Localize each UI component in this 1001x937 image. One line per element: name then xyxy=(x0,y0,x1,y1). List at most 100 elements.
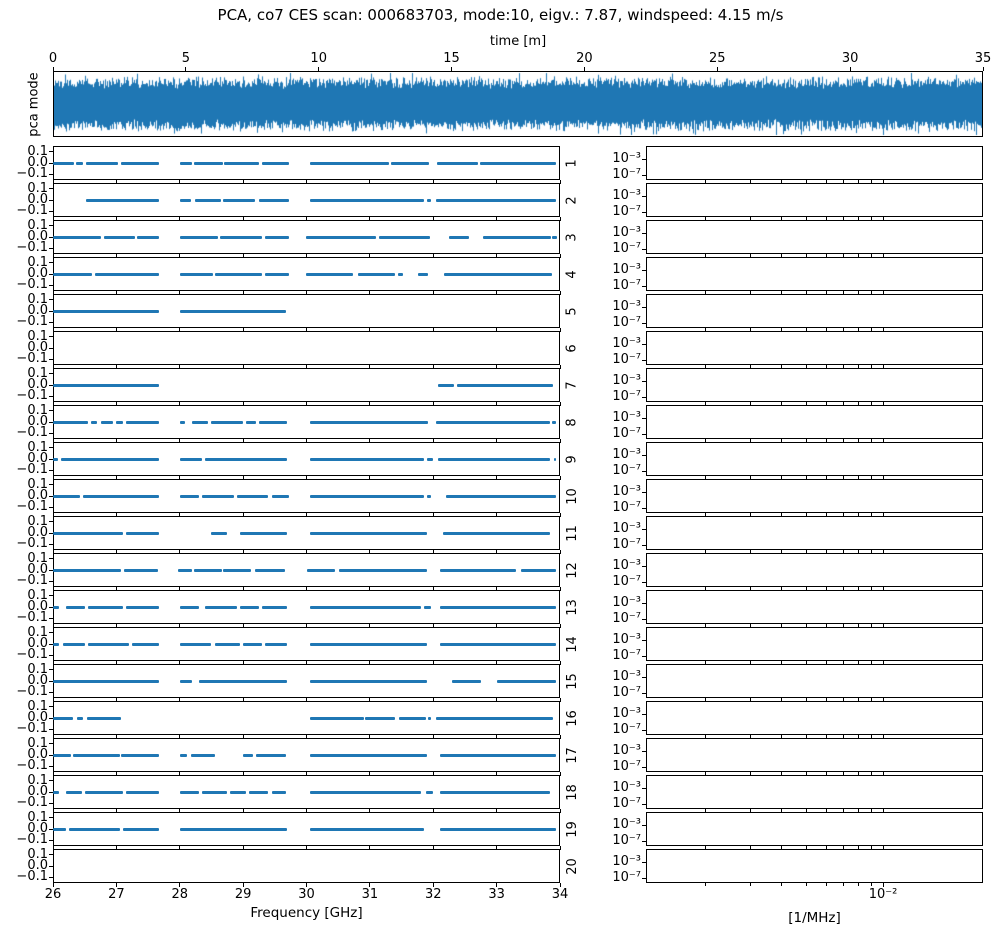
psd-xtick-minor xyxy=(704,254,706,257)
left-ytick xyxy=(49,754,53,756)
psd-ytick xyxy=(642,766,646,768)
mask-segment xyxy=(179,457,202,461)
pca-mode-noise-series xyxy=(54,72,982,136)
left-ytick-label: 0.1 xyxy=(27,291,48,307)
mask-segment xyxy=(552,235,557,239)
psd-xtick-minor xyxy=(870,846,872,849)
psd-xtick-minor xyxy=(857,550,859,553)
psd-xtick-minor xyxy=(870,439,872,442)
mask-segment xyxy=(198,679,288,683)
psd-panel xyxy=(646,405,983,439)
psd-xtick-minor xyxy=(826,513,828,516)
psd-panel xyxy=(646,294,983,328)
mask-segment xyxy=(305,235,377,239)
psd-xtick-minor xyxy=(843,809,845,812)
psd-ytick xyxy=(642,788,646,790)
psd-xtick-major xyxy=(882,846,884,850)
left-ytick-label: −0.1 xyxy=(16,610,48,626)
left-ytick-label: 0.0 xyxy=(27,673,48,688)
psd-xtick-minor xyxy=(704,735,706,738)
psd-xtick-minor xyxy=(704,513,706,516)
row-label: 3 xyxy=(561,220,583,254)
left-xtick xyxy=(115,735,117,739)
left-ytick xyxy=(49,358,53,360)
left-xtick xyxy=(179,587,181,591)
row-label-text: 9 xyxy=(564,454,580,464)
psd-xtick-major xyxy=(882,180,884,184)
psd-xtick-minor xyxy=(826,883,828,886)
mask-segment xyxy=(309,753,427,757)
psd-xtick-minor xyxy=(843,254,845,257)
left-xtick xyxy=(369,809,371,813)
mask-segment xyxy=(125,790,160,794)
mask-segment xyxy=(418,272,429,276)
mask-segment xyxy=(435,198,557,202)
mask-segment xyxy=(83,494,160,498)
mask-segment xyxy=(309,716,364,720)
left-ytick xyxy=(49,410,53,412)
psd-ytick-label: 10⁻⁷ xyxy=(612,314,641,330)
top-axis-tick-label: 0 xyxy=(48,51,58,66)
frequency-tick-label: 28 xyxy=(171,887,189,902)
mask-segment xyxy=(73,753,120,757)
mask-segment xyxy=(53,753,71,757)
mask-segment xyxy=(265,642,288,646)
psd-ytick-label: 10⁻⁷ xyxy=(612,240,641,256)
psd-xtick-minor xyxy=(781,698,783,701)
row-label-text: 2 xyxy=(564,195,580,205)
row-label-text: 11 xyxy=(564,524,580,542)
row-label-text: 19 xyxy=(564,820,580,838)
mask-segment xyxy=(87,642,130,646)
left-ytick-label: 0.1 xyxy=(27,328,48,344)
left-xtick xyxy=(52,328,54,332)
left-xtick xyxy=(432,365,434,369)
psd-xtick-minor xyxy=(704,365,706,368)
psd-ytick xyxy=(642,248,646,250)
mask-segment xyxy=(436,716,554,720)
row-label-text: 14 xyxy=(564,635,580,653)
psd-ytick xyxy=(642,862,646,864)
left-ytick xyxy=(49,706,53,708)
left-ytick-label: 0.0 xyxy=(27,821,48,836)
mask-segment xyxy=(179,827,288,831)
psd-panel xyxy=(646,590,983,624)
psd-xtick-minor xyxy=(781,365,783,368)
psd-xtick-minor xyxy=(704,809,706,812)
psd-xtick-minor xyxy=(749,365,751,368)
mask-segment xyxy=(53,161,74,165)
left-xtick xyxy=(179,772,181,776)
mask-segment xyxy=(65,790,82,794)
left-ytick xyxy=(49,199,53,201)
left-ytick-label: −0.1 xyxy=(16,536,48,552)
psd-xtick-minor xyxy=(843,180,845,183)
left-xtick xyxy=(432,402,434,406)
psd-ytick-label: 10⁻⁷ xyxy=(612,721,641,737)
frequency-panel xyxy=(53,331,560,365)
row-label: 5 xyxy=(561,294,583,328)
psd-xtick-minor xyxy=(704,180,706,183)
psd-xtick-minor xyxy=(857,513,859,516)
mask-segment xyxy=(258,198,289,202)
left-ytick xyxy=(49,691,53,693)
mask-segment xyxy=(179,494,199,498)
psd-panel xyxy=(646,442,983,476)
psd-xtick-minor xyxy=(749,402,751,405)
left-xtick xyxy=(306,772,307,776)
left-xtick xyxy=(496,254,498,258)
left-ytick-label: 0.1 xyxy=(27,735,48,751)
psd-xtick-major xyxy=(882,772,884,776)
psd-panel xyxy=(646,368,983,402)
row-label: 8 xyxy=(561,405,583,439)
psd-xtick-minor xyxy=(826,291,828,294)
psd-axis-label: [1/MHz] xyxy=(788,910,841,926)
left-xtick xyxy=(179,180,181,184)
psd-xtick-minor xyxy=(704,883,706,886)
psd-xtick-minor xyxy=(749,550,751,553)
psd-xtick-minor xyxy=(826,735,828,738)
mask-segment xyxy=(306,568,336,572)
psd-xtick-minor xyxy=(749,439,751,442)
psd-xtick-minor xyxy=(704,476,706,479)
psd-xtick-minor xyxy=(749,772,751,775)
mask-segment xyxy=(243,753,253,757)
left-ytick-label: 0.0 xyxy=(27,636,48,651)
